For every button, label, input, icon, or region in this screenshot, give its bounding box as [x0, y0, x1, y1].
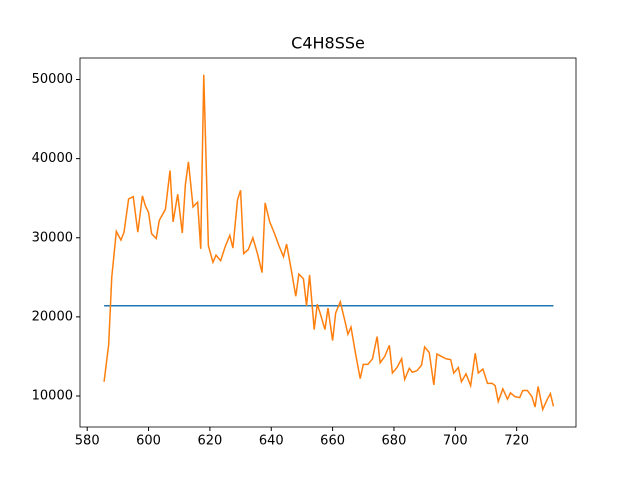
- x-tick-label: 660: [320, 434, 345, 449]
- y-tick-label: 40000: [32, 151, 73, 166]
- x-tick-label: 700: [443, 434, 468, 449]
- x-tick-label: 720: [504, 434, 529, 449]
- series-line: [103, 74, 555, 412]
- y-tick-label: 10000: [32, 388, 73, 403]
- chart-title: C4H8SSe: [291, 34, 365, 53]
- plot-frame: [79, 57, 577, 428]
- x-tick-label: 640: [259, 434, 284, 449]
- x-tick-label: 680: [382, 434, 407, 449]
- x-tick-label: 620: [197, 434, 222, 449]
- x-tick-label: 600: [136, 434, 161, 449]
- y-tick-label: 50000: [32, 72, 73, 87]
- x-tick-label: 580: [75, 434, 100, 449]
- y-tick-label: 30000: [32, 230, 73, 245]
- y-tick-label: 20000: [32, 309, 73, 324]
